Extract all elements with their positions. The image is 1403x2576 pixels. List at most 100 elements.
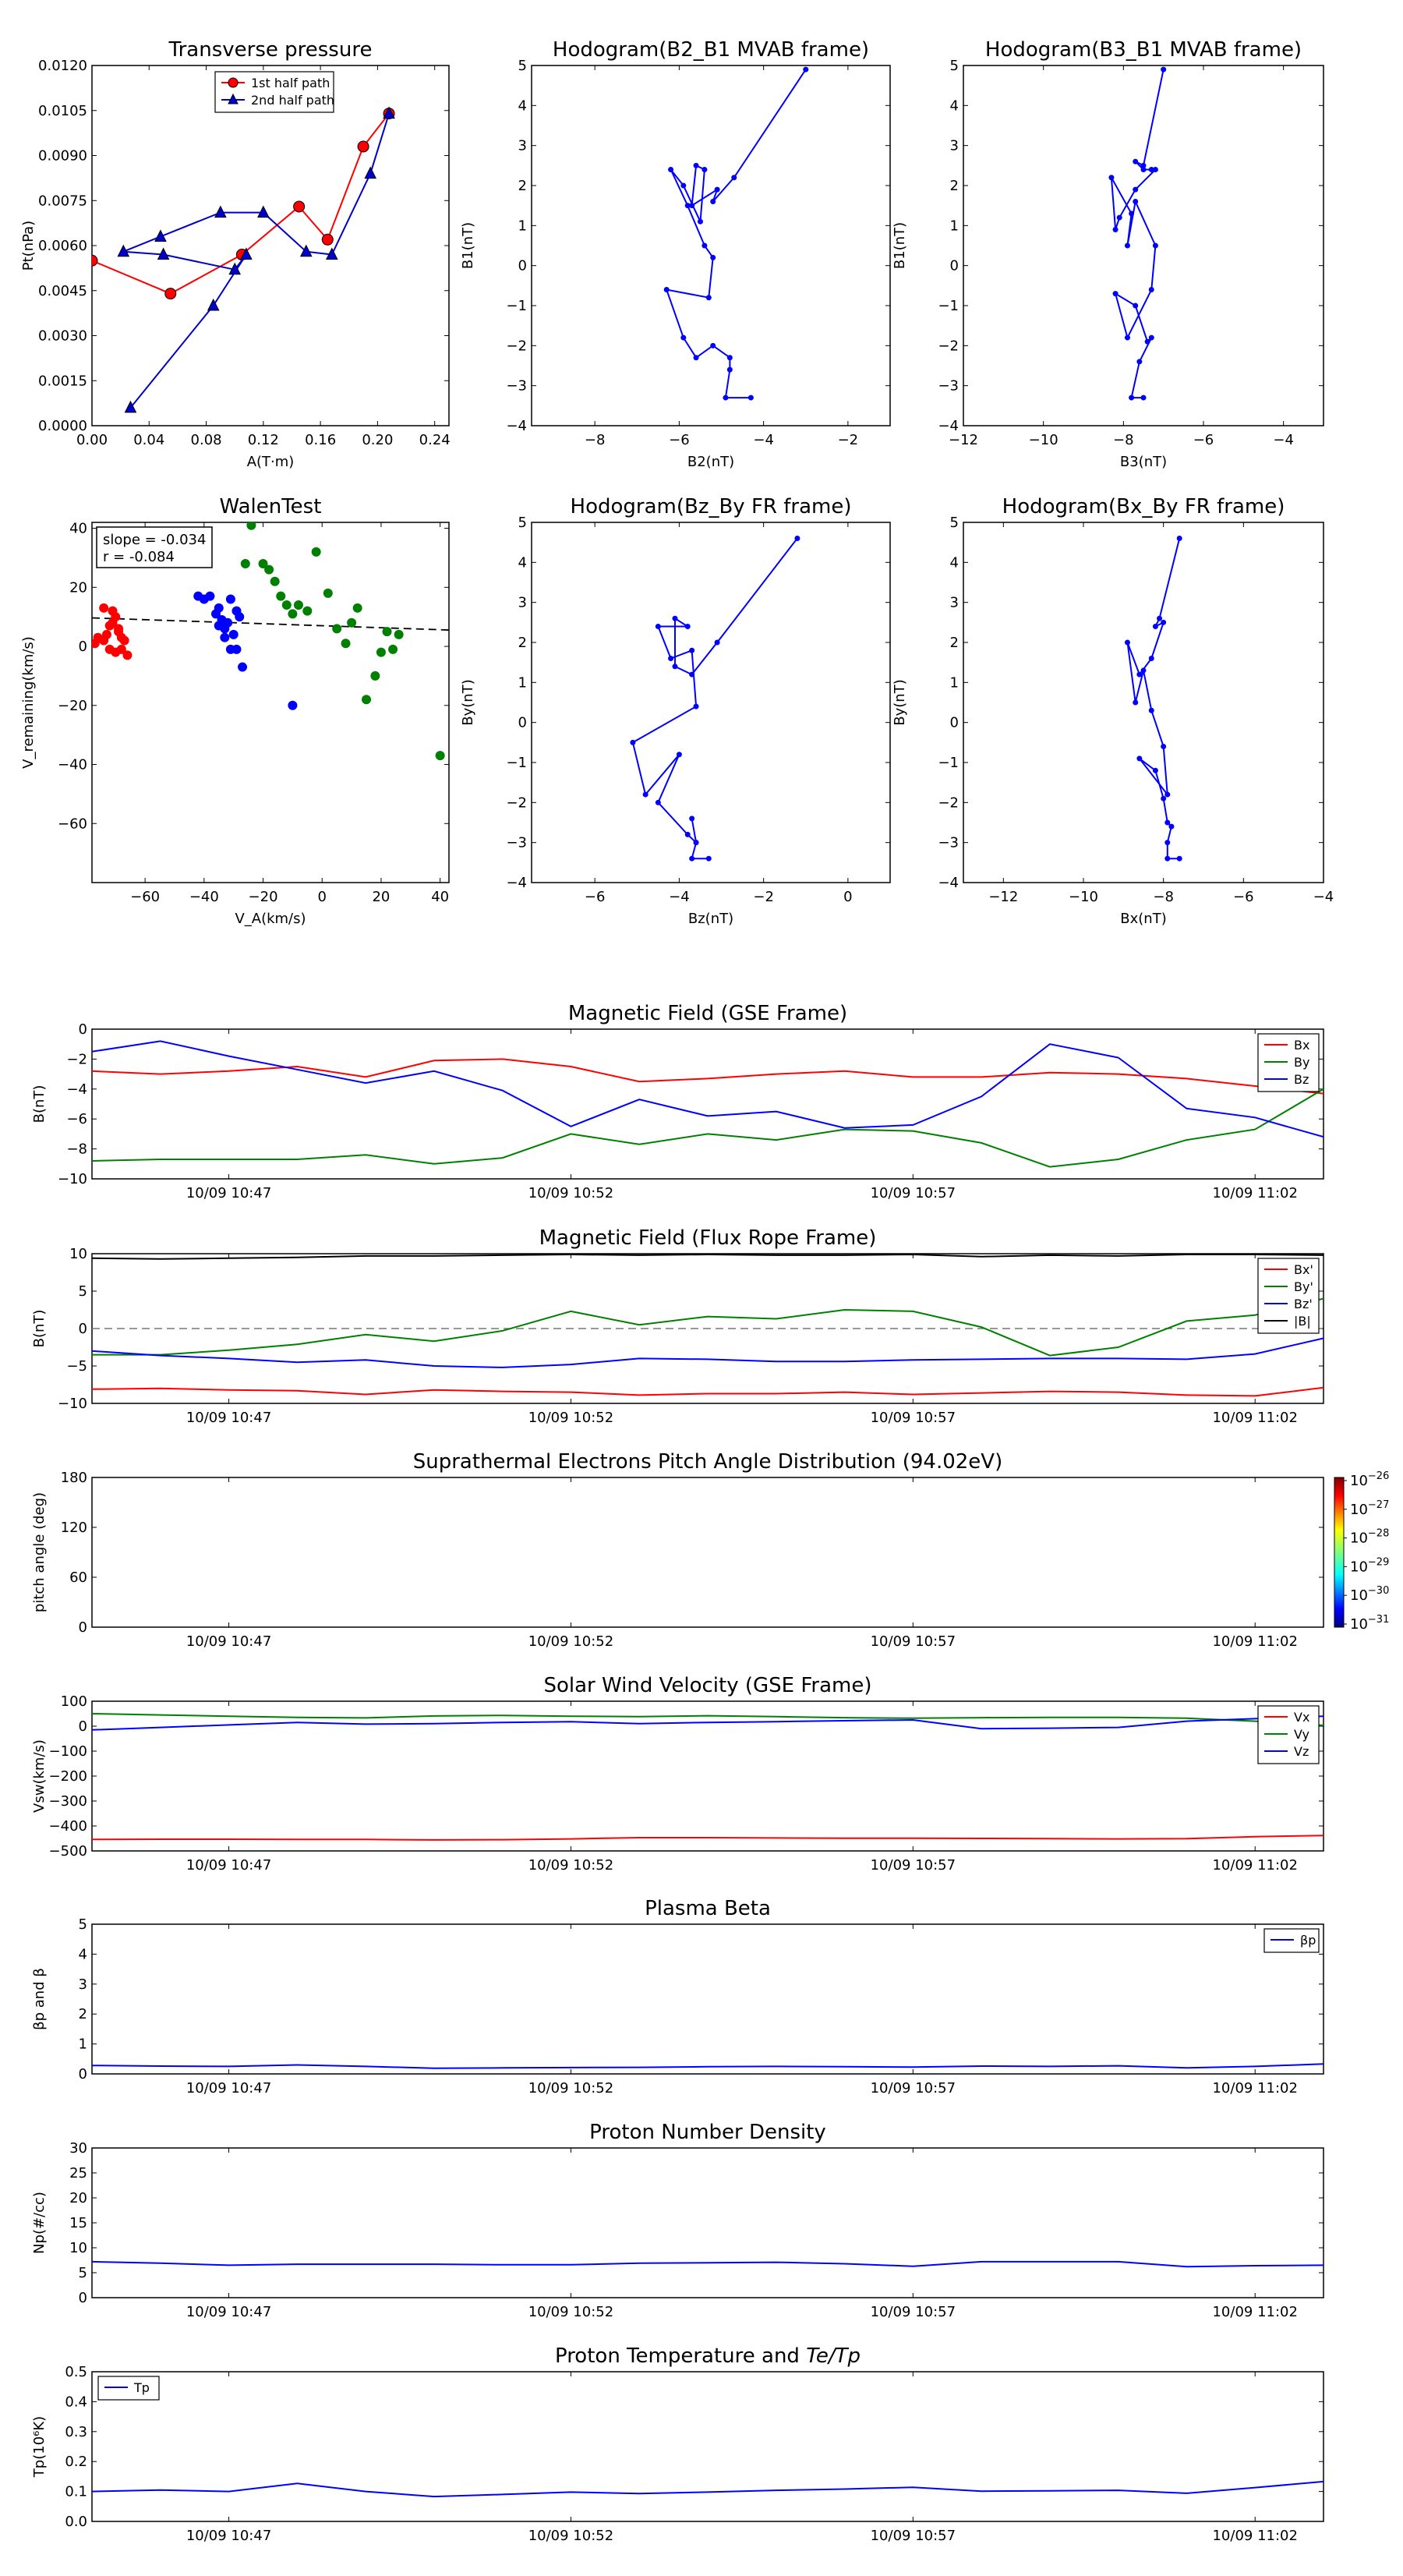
y-tick-label: −4 [938, 418, 959, 434]
data-point [1152, 623, 1158, 629]
y-tick-label: 5 [950, 515, 959, 531]
legend-label: Bx' [1294, 1262, 1313, 1277]
x-tick-label: 10/09 11:02 [1212, 2304, 1297, 2320]
data-point [1112, 226, 1119, 232]
chart-title: Magnetic Field (Flux Rope Frame) [539, 1226, 877, 1250]
legend-label: |B| [1294, 1314, 1311, 1329]
data-point [1144, 338, 1150, 345]
series-line-By [92, 1088, 1323, 1168]
chart-title: Suprathermal Electrons Pitch Angle Distr… [413, 1450, 1002, 1474]
y-tick-label: 0.0045 [38, 283, 87, 299]
data-point [1140, 166, 1147, 172]
x-tick-label: 10/09 10:47 [186, 2304, 271, 2320]
y-tick-label: −4 [938, 875, 959, 891]
chart-vsw: Solar Wind Velocity (GSE Frame) −500 −400 −… [31, 1674, 1324, 1874]
x-tick-label: −8 [1113, 432, 1134, 448]
legend-marker [228, 77, 239, 88]
y-tick-label: 5 [79, 1283, 87, 1300]
data-point [1133, 186, 1139, 193]
x-tick-label: 20 [372, 889, 390, 905]
data-point [642, 791, 648, 798]
y-tick-label: −10 [58, 1171, 87, 1187]
data-point [364, 166, 377, 179]
plot-frame [91, 1028, 1324, 1180]
series-line-0 [665, 69, 807, 399]
data-point [684, 623, 691, 629]
series-line-βp [92, 2063, 1323, 2069]
data-point [207, 298, 220, 311]
y-tick-label: 0.0090 [38, 148, 87, 165]
y-tick-label: 3 [79, 1976, 87, 1993]
data-point [1168, 823, 1175, 830]
y-tick-label: 1 [950, 218, 959, 234]
data-point [726, 366, 733, 373]
y-tick-label: −2 [938, 338, 959, 354]
series-line-Vx [92, 1835, 1323, 1841]
x-tick-label: −60 [130, 889, 160, 905]
chart-title: Hodogram(B2_B1 MVAB frame) [553, 38, 869, 62]
y-tick-label: 0 [518, 715, 527, 731]
data-point [710, 254, 716, 260]
y-tick-label: −8 [66, 1141, 87, 1158]
y-tick-label: 180 [61, 1470, 87, 1486]
y-tick-label: −20 [58, 698, 87, 714]
data-point [702, 242, 708, 249]
data-point [281, 600, 292, 610]
x-tick-label: 10/09 10:52 [528, 1410, 613, 1426]
data-point [710, 199, 716, 205]
colorbar-tick-label: 10−27 [1350, 1499, 1389, 1518]
x-tick-label: 10/09 10:57 [871, 2080, 956, 2097]
data-point [1124, 639, 1130, 646]
x-tick-label: 0.16 [305, 432, 336, 448]
y-tick-label: 0.0015 [38, 373, 87, 389]
y-tick-label: −3 [506, 378, 527, 395]
y-tick-label: −2 [66, 1051, 87, 1067]
y-axis-label: B1(nT) [892, 222, 908, 269]
y-tick-label: 0.5 [65, 2364, 87, 2380]
x-tick-label: 0.04 [133, 432, 164, 448]
y-tick-label: 4 [950, 554, 959, 571]
data-point [1148, 286, 1154, 292]
chart-hxy: Hodogram(Bx_By FR frame)−4−3−2−1012345−1… [892, 495, 1334, 927]
data-point [680, 334, 687, 341]
legend-label: By [1294, 1055, 1309, 1070]
data-point [293, 200, 306, 213]
data-point [693, 840, 699, 846]
legend-marker [228, 93, 239, 104]
plot-frame [91, 65, 450, 426]
colorbar-tick-label: 10−29 [1350, 1556, 1389, 1575]
data-point [321, 233, 334, 246]
y-axis-label: Vsw(km/s) [31, 1739, 48, 1813]
data-point [388, 644, 398, 654]
data-point [714, 186, 720, 193]
x-tick-label: 10/09 11:02 [1212, 1633, 1297, 1650]
x-tick-label: 10/09 10:57 [871, 1633, 956, 1650]
plot-area [92, 1040, 1323, 1168]
data-point [689, 671, 695, 678]
data-point [689, 855, 695, 862]
data-point [1152, 767, 1158, 773]
x-tick-label: −8 [1153, 889, 1174, 905]
x-tick-label: 10/09 10:57 [871, 1410, 956, 1426]
x-tick-label: 10/09 10:52 [528, 1857, 613, 1874]
plot-frame [91, 522, 450, 883]
x-tick-label: −6 [669, 432, 690, 448]
colorbar-tick-exp: −26 [1368, 1470, 1389, 1482]
data-point [689, 647, 695, 653]
data-point [214, 621, 224, 631]
data-point [1116, 214, 1122, 221]
plot-area [92, 106, 395, 413]
colorbar-tick-base: 10 [1350, 1502, 1368, 1518]
legend-label: βp [1300, 1933, 1316, 1948]
data-point [288, 609, 298, 619]
data-point [370, 671, 380, 681]
y-tick-label: −300 [49, 1793, 87, 1810]
x-tick-label: 0.08 [191, 432, 222, 448]
data-point [1161, 66, 1167, 73]
plot-frame [963, 522, 1324, 883]
data-point [257, 205, 270, 218]
y-tick-label: 3 [518, 595, 527, 611]
colorbar-tick-exp: −27 [1368, 1499, 1389, 1511]
chart-title: Proton Temperature and Te/Tp [555, 2344, 861, 2368]
y-tick-label: 5 [79, 2265, 87, 2281]
